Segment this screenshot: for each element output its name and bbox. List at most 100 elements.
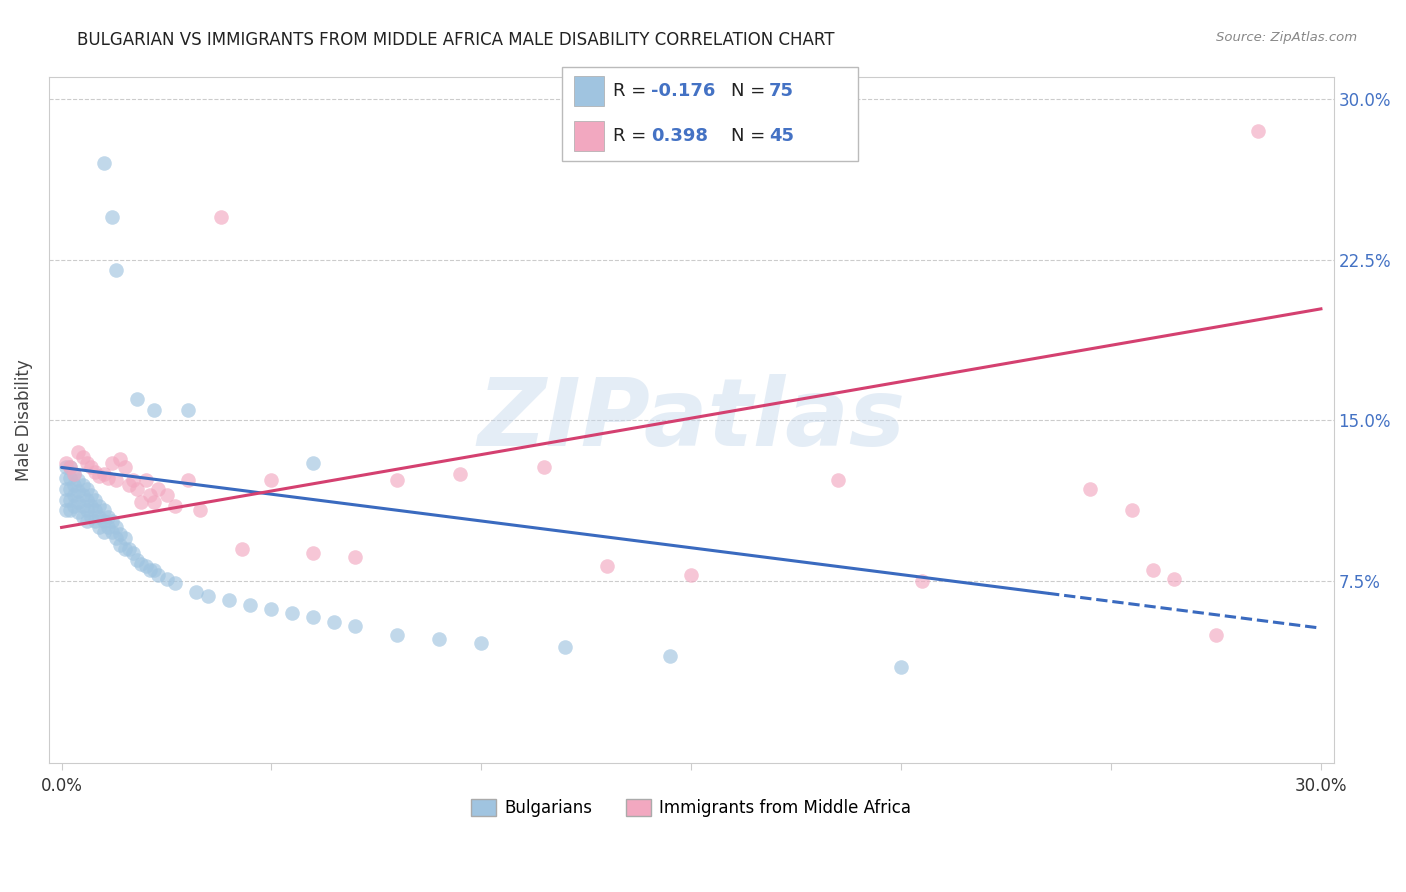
Point <box>55 503 77 517</box>
FancyBboxPatch shape <box>574 121 603 152</box>
Point <box>122 546 145 560</box>
Point <box>681 567 703 582</box>
Point <box>76 456 98 470</box>
Text: 0.398: 0.398 <box>651 128 709 145</box>
Point <box>63 477 86 491</box>
Point <box>76 492 98 507</box>
Point <box>59 460 82 475</box>
Point <box>84 503 107 517</box>
Point <box>110 526 132 541</box>
Point <box>138 488 160 502</box>
Point <box>127 392 149 406</box>
Point <box>97 520 120 534</box>
Point <box>105 531 128 545</box>
Point <box>84 492 107 507</box>
Point <box>72 477 94 491</box>
Point <box>97 509 120 524</box>
Point <box>163 499 186 513</box>
Point <box>127 552 149 566</box>
Point <box>1205 627 1227 641</box>
Point <box>84 514 107 528</box>
Point <box>239 598 262 612</box>
Point <box>59 460 82 475</box>
Point <box>76 503 98 517</box>
Point <box>89 469 111 483</box>
Point <box>84 465 107 479</box>
Text: 45: 45 <box>769 128 794 145</box>
Point <box>80 499 103 513</box>
Point <box>1078 482 1101 496</box>
Point <box>118 541 141 556</box>
Text: -0.176: -0.176 <box>651 82 716 100</box>
Point <box>93 503 115 517</box>
Point <box>176 402 198 417</box>
Point <box>89 499 111 513</box>
Point <box>387 627 409 641</box>
Text: BULGARIAN VS IMMIGRANTS FROM MIDDLE AFRICA MALE DISABILITY CORRELATION CHART: BULGARIAN VS IMMIGRANTS FROM MIDDLE AFRI… <box>77 31 835 49</box>
Point <box>67 445 90 459</box>
Point <box>176 473 198 487</box>
Point <box>302 610 325 624</box>
Point <box>127 482 149 496</box>
Point <box>114 541 136 556</box>
Text: R =: R = <box>613 128 651 145</box>
Point <box>596 559 619 574</box>
Point <box>67 494 90 508</box>
Point <box>55 456 77 470</box>
Point <box>911 574 934 588</box>
Point <box>114 460 136 475</box>
Text: ZIPatlas: ZIPatlas <box>477 375 905 467</box>
Point <box>59 492 82 507</box>
Point <box>131 557 153 571</box>
Point <box>114 531 136 545</box>
Point <box>63 488 86 502</box>
Y-axis label: Male Disability: Male Disability <box>15 359 32 481</box>
Point <box>1121 503 1143 517</box>
Point <box>1163 572 1185 586</box>
Point <box>110 451 132 466</box>
Point <box>890 659 912 673</box>
Point <box>93 514 115 528</box>
Point <box>63 499 86 513</box>
Point <box>1247 124 1270 138</box>
Point <box>131 494 153 508</box>
Point <box>63 467 86 481</box>
Point <box>105 263 128 277</box>
Point <box>146 567 169 582</box>
Text: R =: R = <box>613 82 651 100</box>
Point <box>59 471 82 485</box>
Point <box>122 473 145 487</box>
Text: 75: 75 <box>769 82 794 100</box>
Point <box>59 482 82 496</box>
Point <box>146 482 169 496</box>
Point <box>533 460 555 475</box>
Point <box>80 509 103 524</box>
Point <box>302 546 325 560</box>
Point <box>1142 563 1164 577</box>
Point <box>105 473 128 487</box>
Point <box>76 514 98 528</box>
Legend: Bulgarians, Immigrants from Middle Africa: Bulgarians, Immigrants from Middle Afric… <box>464 792 918 823</box>
Point <box>80 488 103 502</box>
Point <box>67 483 90 498</box>
Point <box>67 473 90 487</box>
Point <box>231 541 253 556</box>
Point <box>260 473 283 487</box>
Point <box>138 563 160 577</box>
Point <box>427 632 450 646</box>
FancyBboxPatch shape <box>574 77 603 106</box>
Point <box>344 619 367 633</box>
Point <box>55 492 77 507</box>
Point <box>59 503 82 517</box>
Point <box>344 550 367 565</box>
Point <box>155 488 177 502</box>
Point <box>302 456 325 470</box>
Point <box>281 606 304 620</box>
Point <box>89 509 111 524</box>
Point <box>110 537 132 551</box>
Point <box>449 467 471 481</box>
Point <box>218 593 240 607</box>
Point <box>55 460 77 475</box>
FancyBboxPatch shape <box>562 67 858 161</box>
Point <box>659 648 682 663</box>
